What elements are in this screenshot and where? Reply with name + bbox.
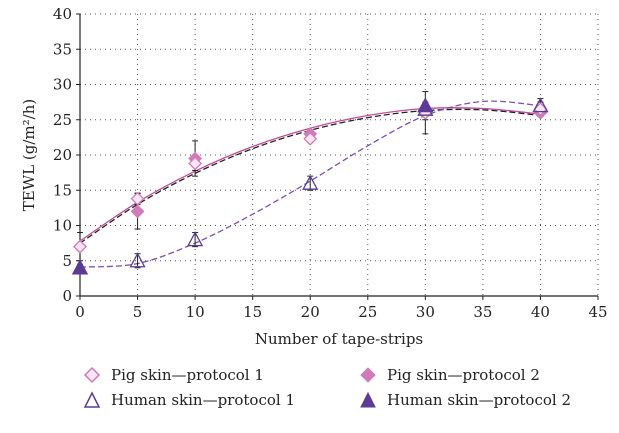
diamond-marker xyxy=(303,131,318,146)
x-tick-label: 0 xyxy=(75,303,85,321)
legend: Pig skin—protocol 1 Pig skin—protocol 2 … xyxy=(0,360,619,433)
triangle-marker xyxy=(71,259,89,275)
y-tick-label: 0 xyxy=(62,287,72,305)
x-tick-label: 20 xyxy=(301,303,320,321)
legend-label: Pig skin—protocol 2 xyxy=(387,366,540,384)
grid xyxy=(80,13,599,296)
diamond-open-icon xyxy=(83,366,101,384)
diamond-marker xyxy=(130,191,145,206)
y-tick-label: 5 xyxy=(62,252,72,270)
x-axis-label: Number of tape-strips xyxy=(255,330,423,348)
triangle-open-icon xyxy=(83,391,101,408)
x-tick-label: 10 xyxy=(186,303,205,321)
y-tick-label: 40 xyxy=(53,5,72,23)
y-tick-label: 20 xyxy=(53,146,72,164)
triangle-marker xyxy=(532,97,549,113)
axes xyxy=(76,13,599,300)
triangle-marker xyxy=(302,174,319,190)
x-tick-label: 30 xyxy=(416,303,435,321)
diamond-marker xyxy=(130,204,145,219)
y-tick-label: 15 xyxy=(53,181,72,199)
fit-curve xyxy=(79,100,541,268)
y-tick-label: 10 xyxy=(53,217,72,235)
x-tick-label: 45 xyxy=(588,303,607,321)
x-tick-label: 15 xyxy=(243,303,262,321)
x-tick-label: 40 xyxy=(531,303,550,321)
data-points xyxy=(71,97,549,275)
triangle-filled-icon xyxy=(360,391,376,408)
legend-item-human-protocol-1: Human skin—protocol 1 xyxy=(83,391,295,409)
diamond-marker xyxy=(73,239,87,254)
x-tick-label: 25 xyxy=(358,303,377,321)
legend-item-pig-protocol-2: Pig skin—protocol 2 xyxy=(359,366,540,384)
triangle-marker xyxy=(129,252,146,268)
triangle-marker xyxy=(187,231,204,247)
legend-item-human-protocol-2: Human skin—protocol 2 xyxy=(359,391,571,409)
diamond-filled-icon xyxy=(360,367,376,383)
diamond-marker xyxy=(188,156,203,171)
x-tick-label: 5 xyxy=(133,303,143,321)
triangle-marker xyxy=(417,97,434,113)
legend-label: Human skin—protocol 1 xyxy=(111,391,295,409)
legend-item-pig-protocol-1: Pig skin—protocol 1 xyxy=(83,366,264,384)
legend-label: Human skin—protocol 2 xyxy=(387,391,571,409)
tick-labels: 0 5 10 15 20 25 30 35 40 0 5 10 15 20 25 30 35 40 45 xyxy=(53,5,608,321)
y-tick-label: 25 xyxy=(53,111,72,129)
y-axis-label: TEWL (g/m²/h) xyxy=(20,99,38,211)
y-tick-label: 30 xyxy=(53,76,72,94)
legend-label: Pig skin—protocol 1 xyxy=(111,366,264,384)
y-tick-label: 35 xyxy=(53,40,72,58)
x-tick-label: 35 xyxy=(473,303,492,321)
